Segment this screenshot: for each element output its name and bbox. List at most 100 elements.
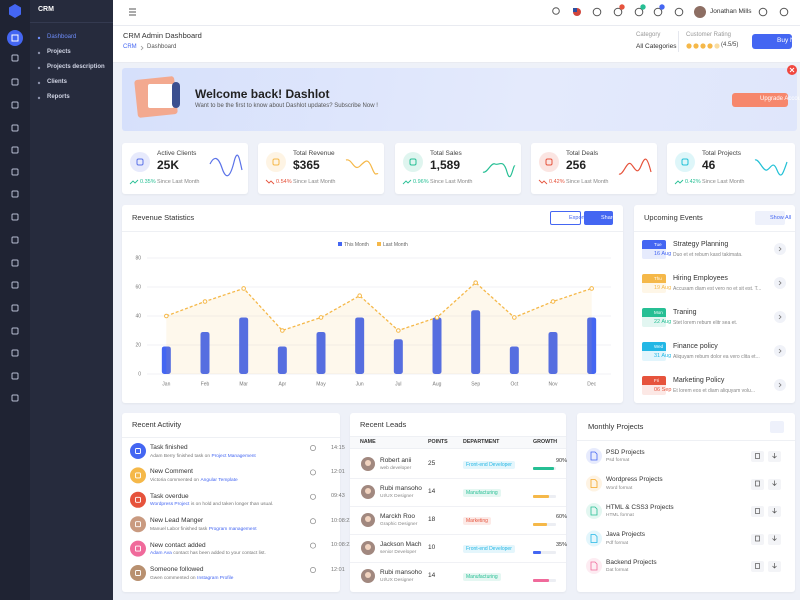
- card-divider: [577, 440, 795, 441]
- row-divider: [350, 506, 566, 507]
- project-format: Pdf format: [606, 540, 629, 546]
- stat-title: Total Projects: [702, 149, 742, 157]
- lead-department: Marketing: [463, 516, 491, 526]
- download-button[interactable]: [768, 478, 781, 490]
- lead-role: web developer: [380, 466, 412, 472]
- category-value: All Categories: [636, 42, 677, 50]
- event-date: 06 Sep: [654, 386, 672, 393]
- growth-label: 60%: [556, 513, 568, 520]
- delete-button[interactable]: [751, 561, 764, 572]
- rating-label: Customer Rating: [686, 32, 732, 39]
- upgrade-button[interactable]: [732, 93, 788, 107]
- lead-department: Front-end Developer: [463, 460, 515, 470]
- lead-role: UI/UX Designer: [380, 578, 414, 584]
- stat-note: Since Last Month: [157, 178, 200, 185]
- activity-text-part: is on hold and taken longer than usual.: [190, 502, 274, 508]
- activity-link[interactable]: Program management: [208, 526, 257, 532]
- stat-note: Since Last Month: [566, 178, 609, 185]
- event-day-bg: [642, 308, 666, 317]
- activity-title: Task finished: [150, 443, 188, 451]
- project-name: PSD Projects: [606, 448, 645, 456]
- activity-link[interactable]: Angular Template: [200, 477, 238, 483]
- row-divider: [350, 562, 566, 563]
- menu-item: Projects: [47, 49, 71, 56]
- column-header: NAME: [360, 439, 376, 446]
- show-all-label: Show All: [770, 214, 792, 221]
- event-date-bg: [642, 351, 666, 361]
- card-title: Upcoming Events: [644, 213, 703, 223]
- stat-change: 0.54%: [276, 178, 292, 185]
- breadcrumb: CRM: [123, 44, 137, 51]
- download-button[interactable]: [768, 506, 781, 517]
- share-label: Share: [601, 214, 616, 221]
- lead-points: 14: [428, 571, 436, 579]
- events-card: [634, 205, 795, 403]
- lead-department: Manufacturing: [463, 572, 501, 582]
- activity-link[interactable]: Wordpress Project: [150, 502, 190, 508]
- stat-value: 46: [702, 157, 716, 172]
- stat-change: 0.42%: [685, 178, 701, 185]
- sidebar-divider: [30, 22, 113, 23]
- page-header: [113, 26, 800, 63]
- card-title: Recent Leads: [360, 420, 407, 430]
- growth-bar: [533, 551, 542, 554]
- menu-item: Clients: [47, 79, 68, 86]
- activity-link[interactable]: Instagram Profile: [197, 575, 234, 581]
- show-all-button[interactable]: [755, 211, 785, 225]
- project-name: Java Projects: [606, 531, 646, 539]
- buy-button[interactable]: [752, 34, 792, 49]
- growth-label: 90%: [556, 457, 568, 464]
- activity-text-part: Manuel Labor finished task: [150, 526, 208, 532]
- download-button[interactable]: [768, 561, 781, 572]
- delete-button[interactable]: [751, 533, 764, 545]
- card-divider: [634, 231, 795, 232]
- card-title: Recent Activity: [132, 420, 182, 430]
- download-button[interactable]: [768, 451, 781, 462]
- card-divider: [122, 437, 340, 438]
- delete-button[interactable]: [751, 506, 764, 517]
- stat-note: Since Last Month: [702, 178, 745, 185]
- event-day: Thu: [654, 275, 662, 281]
- projects-button[interactable]: [770, 421, 784, 433]
- divider: [678, 31, 679, 52]
- export-label: Export: [569, 214, 585, 221]
- event-day-bg: [642, 342, 666, 351]
- share-button[interactable]: [584, 211, 613, 225]
- download-button[interactable]: [768, 533, 781, 545]
- menu-item: Projects description: [47, 64, 105, 71]
- event-date-bg: [642, 385, 666, 395]
- event-title: Strategy Planning: [673, 240, 729, 248]
- column-header: GROWTH: [533, 439, 558, 446]
- stat-value: 256: [566, 157, 587, 172]
- activity-card: [122, 413, 340, 592]
- project-format: Psd format: [606, 458, 630, 464]
- stat-note: Since Last Month: [293, 178, 336, 185]
- project-name: Backend Projects: [606, 558, 657, 566]
- card-title: Monthly Projects: [588, 422, 644, 432]
- welcome-title: Welcome back! Dashlot: [195, 86, 330, 101]
- column-header: DEPARTMENT: [463, 439, 500, 446]
- activity-text-part: contact has been added to your contact l…: [173, 551, 266, 557]
- event-text: Et lorem eos et diam aliquyam volu...: [673, 387, 755, 394]
- activity-link[interactable]: Adam Ava: [150, 551, 172, 557]
- event-day: Mon: [654, 309, 663, 315]
- activity-time: 09:43: [331, 493, 345, 500]
- event-date-bg: [642, 283, 666, 293]
- activity-title: Task overdue: [150, 492, 189, 500]
- event-date-bg: [642, 249, 666, 259]
- stat-note: Since Last Month: [430, 178, 473, 185]
- activity-time: 10:08:22: [331, 542, 353, 549]
- table-header: [350, 436, 566, 449]
- brand: CRM: [38, 5, 54, 13]
- export-button[interactable]: [550, 211, 581, 225]
- delete-button[interactable]: [751, 451, 764, 462]
- lead-role: senior Developer: [380, 550, 417, 556]
- lead-department: Front-end Developer: [463, 544, 515, 554]
- project-format: HTML format: [606, 513, 634, 519]
- project-name: Wordpress Projects: [606, 476, 663, 484]
- project-format: Word format: [606, 485, 633, 491]
- activity-link[interactable]: Project Management: [211, 453, 256, 459]
- delete-button[interactable]: [751, 478, 764, 490]
- growth-bar: [533, 523, 547, 526]
